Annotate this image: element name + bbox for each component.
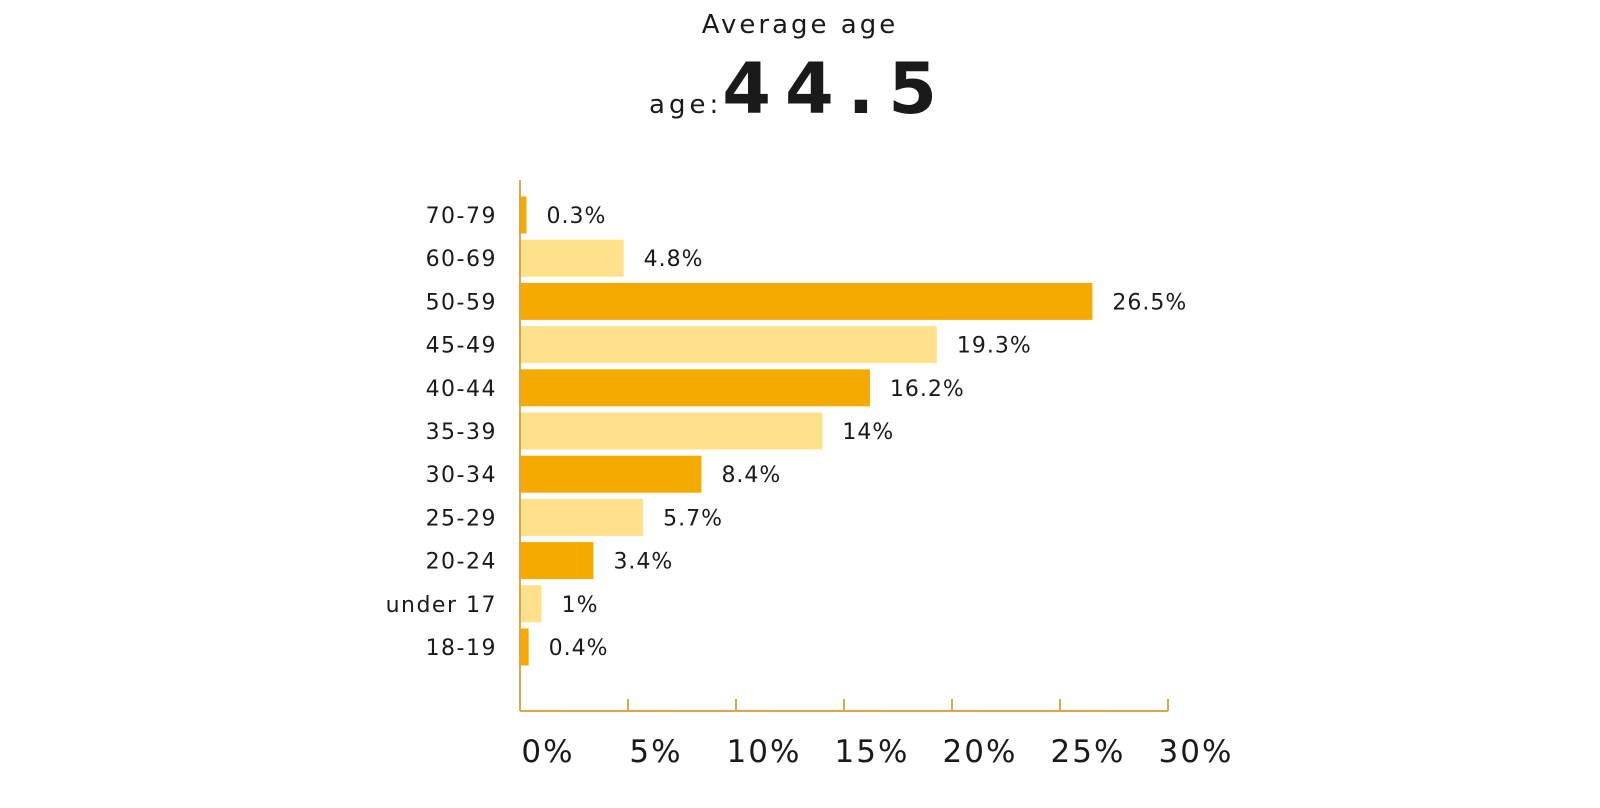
category-label: 50-59 bbox=[426, 290, 497, 315]
category-label: 40-44 bbox=[426, 377, 497, 402]
chart-title: Average age bbox=[701, 10, 899, 40]
bar bbox=[520, 239, 624, 277]
value-label: 16.2% bbox=[890, 377, 965, 402]
category-label: 30-34 bbox=[426, 463, 497, 488]
bar bbox=[520, 585, 542, 623]
value-label: 0.4% bbox=[549, 636, 609, 661]
x-tick-label: 25% bbox=[1051, 734, 1126, 770]
category-label: 70-79 bbox=[426, 204, 497, 229]
value-label: 14% bbox=[842, 420, 894, 445]
bar bbox=[520, 282, 1093, 320]
value-label: 4.8% bbox=[644, 247, 704, 272]
bar bbox=[520, 455, 702, 493]
x-tick-label: 5% bbox=[629, 734, 682, 770]
x-tick-label: 10% bbox=[727, 734, 802, 770]
x-tick-label: 20% bbox=[943, 734, 1018, 770]
value-label: 0.3% bbox=[546, 204, 606, 229]
bar bbox=[520, 412, 823, 450]
category-label: 45-49 bbox=[426, 334, 497, 359]
value-label: 8.4% bbox=[721, 463, 781, 488]
category-label: under 17 bbox=[386, 593, 497, 618]
value-label: 19.3% bbox=[957, 334, 1032, 359]
value-label: 5.7% bbox=[663, 506, 723, 531]
bar bbox=[520, 628, 529, 666]
bar bbox=[520, 498, 644, 536]
average-prefix: age: bbox=[649, 90, 723, 120]
category-label: 35-39 bbox=[426, 420, 497, 445]
category-label: 18-19 bbox=[426, 636, 497, 661]
x-tick-label: 15% bbox=[835, 734, 910, 770]
average-value: 44.5 bbox=[722, 48, 951, 130]
value-label: 3.4% bbox=[613, 550, 673, 575]
category-label: 60-69 bbox=[426, 247, 497, 272]
bar bbox=[520, 542, 594, 580]
value-label: 26.5% bbox=[1112, 290, 1187, 315]
bar bbox=[520, 196, 527, 234]
average-age: age:44.5 bbox=[0, 48, 1600, 130]
bar bbox=[520, 326, 937, 364]
category-label: 25-29 bbox=[426, 506, 497, 531]
x-tick-label: 0% bbox=[521, 734, 574, 770]
category-label: 20-24 bbox=[426, 550, 497, 575]
x-tick-label: 30% bbox=[1159, 734, 1234, 770]
bar bbox=[520, 369, 870, 407]
value-label: 1% bbox=[562, 593, 599, 618]
